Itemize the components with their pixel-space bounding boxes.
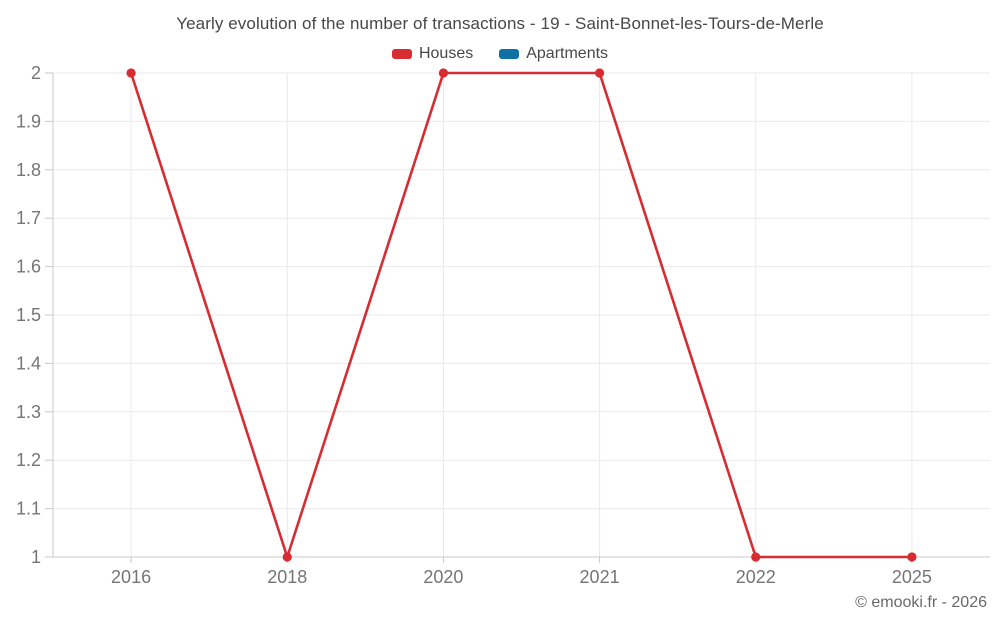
y-tick-label: 1.3 bbox=[16, 402, 41, 422]
apartments-series-swatch-icon bbox=[499, 49, 520, 59]
legend-item-apartments[interactable]: Apartments bbox=[499, 45, 608, 63]
y-tick-label: 1.7 bbox=[16, 208, 41, 228]
houses-series-swatch-icon bbox=[391, 49, 412, 59]
legend-item-houses[interactable]: Houses bbox=[391, 45, 474, 63]
y-tick-label: 1.5 bbox=[16, 305, 41, 325]
y-tick-label: 1.2 bbox=[16, 450, 41, 470]
y-tick-label: 1.4 bbox=[16, 353, 41, 373]
y-tick-label: 1 bbox=[31, 547, 41, 567]
y-tick-label: 1.9 bbox=[16, 111, 41, 131]
chart-title: Yearly evolution of the number of transa… bbox=[176, 14, 824, 33]
y-tick-label: 2 bbox=[31, 63, 41, 83]
data-point-houses-2018[interactable] bbox=[282, 552, 292, 562]
legend-label-apartments: Apartments bbox=[526, 45, 609, 62]
data-point-houses-2022[interactable] bbox=[751, 552, 761, 562]
copyright-text: © emooki.fr - 2026 bbox=[855, 594, 987, 611]
x-tick-label: 2025 bbox=[892, 567, 932, 587]
data-point-houses-2016[interactable] bbox=[126, 68, 136, 78]
data-point-houses-2021[interactable] bbox=[594, 68, 605, 78]
data-point-houses-2025[interactable] bbox=[907, 552, 917, 562]
chart-legend: Houses Apartments bbox=[0, 45, 1000, 63]
x-tick-label: 2020 bbox=[423, 567, 463, 587]
x-tick-label: 2021 bbox=[580, 567, 620, 587]
legend-label-houses: Houses bbox=[418, 45, 474, 62]
x-tick-label: 2016 bbox=[111, 567, 151, 587]
x-tick-label: 2018 bbox=[267, 567, 307, 587]
y-tick-label: 1.1 bbox=[16, 499, 41, 519]
y-tick-label: 1.8 bbox=[16, 160, 41, 180]
data-point-houses-2020[interactable] bbox=[438, 68, 449, 78]
y-tick-label: 1.6 bbox=[16, 257, 41, 277]
series-line-houses bbox=[129, 71, 914, 559]
x-tick-label: 2022 bbox=[736, 567, 776, 587]
